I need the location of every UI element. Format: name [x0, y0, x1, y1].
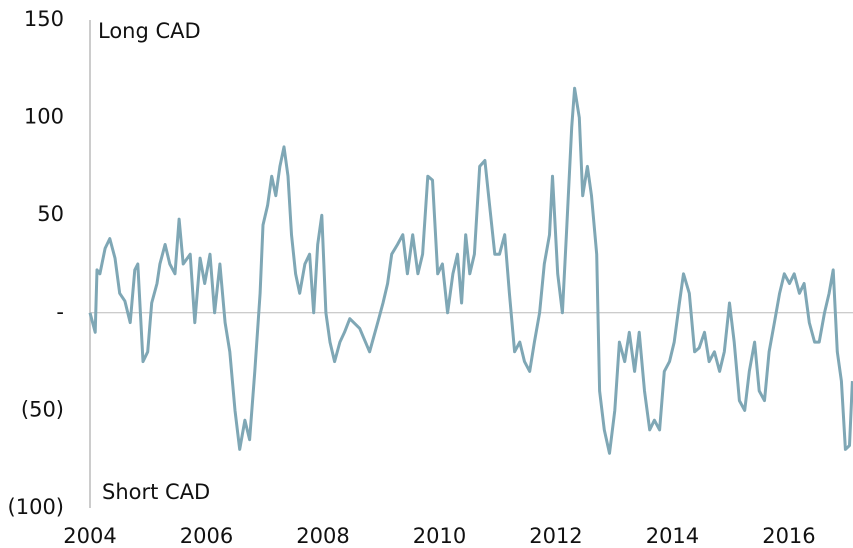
annotation: Long CAD — [98, 19, 201, 43]
y-tick-label: 150 — [24, 7, 64, 31]
x-tick-label: 2014 — [646, 524, 699, 548]
x-tick-label: 2008 — [296, 524, 349, 548]
y-tick-label: (50) — [21, 397, 64, 421]
y-tick-label: 50 — [37, 202, 64, 226]
x-tick-label: 2004 — [63, 524, 116, 548]
x-tick-label: 2010 — [413, 524, 466, 548]
y-tick-label: 100 — [24, 105, 64, 129]
data-line — [88, 86, 853, 455]
x-tick-label: 2006 — [180, 524, 233, 548]
x-tick-label: 2016 — [762, 524, 815, 548]
y-tick-label: (100) — [8, 495, 64, 519]
annotation: Short CAD — [102, 480, 210, 504]
y-tick-label: - — [56, 300, 64, 324]
x-tick-label: 2012 — [529, 524, 582, 548]
